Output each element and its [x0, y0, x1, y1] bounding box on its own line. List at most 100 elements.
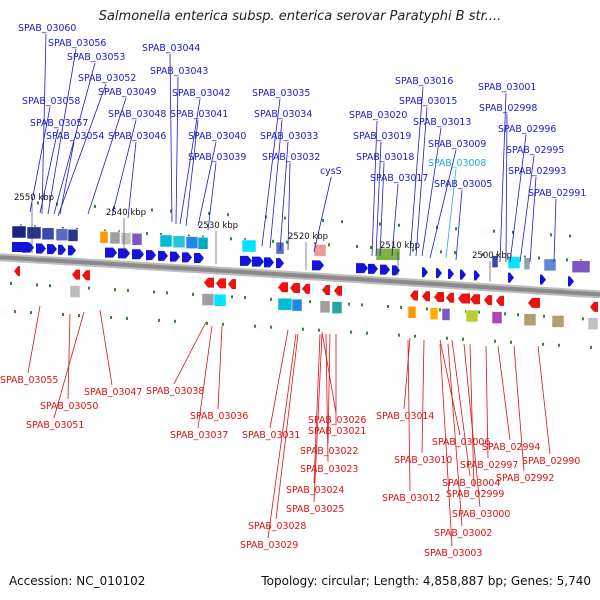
- forward-gene-label: SPAB_03032: [262, 152, 320, 163]
- leader-line: [447, 343, 463, 527]
- leader-line: [327, 333, 331, 445]
- forward-gene-label: SPAB_02998: [479, 103, 537, 114]
- reverse-gene-label: SPAB_02999: [446, 489, 504, 500]
- reverse-gene-arrow: [422, 291, 430, 302]
- leader-line: [179, 98, 201, 225]
- reverse-gene-arrow: [204, 277, 214, 288]
- forward-gene-label: SPAB_03048: [108, 109, 166, 120]
- ring-tick: [412, 248, 414, 252]
- forward-gene-arrow: [392, 265, 400, 276]
- ring-tick: [166, 291, 168, 295]
- forward-gene-arrow: [58, 244, 66, 255]
- ring-tick: [590, 345, 592, 349]
- reverse-gene-label: SPAB_02990: [522, 456, 580, 467]
- ring-tick: [244, 296, 246, 300]
- reverse-cog-box: [277, 297, 293, 311]
- ring-tick: [36, 283, 38, 287]
- forward-cog-box: [99, 231, 109, 244]
- reverse-gene-label: SPAB_03024: [286, 485, 344, 496]
- forward-cog-box: [172, 235, 186, 249]
- forward-gene-label: SPAB_02995: [506, 145, 564, 156]
- reverse-cog-box: [69, 285, 81, 298]
- ring-tick: [227, 213, 229, 217]
- forward-cog-box: [55, 228, 69, 241]
- leader-line: [99, 309, 113, 386]
- kbp-label: 2550 kbp: [14, 193, 54, 203]
- reverse-gene-arrow: [410, 290, 418, 301]
- ring-tick: [350, 330, 352, 334]
- topology-summary: Topology: circular; Length: 4,858,887 bp…: [261, 574, 591, 588]
- leader-line: [127, 141, 137, 219]
- leader-line: [513, 345, 525, 472]
- leader-line: [445, 168, 457, 259]
- leader-line: [391, 183, 399, 257]
- leader-line: [325, 333, 329, 463]
- reverse-gene-label: SPAB_03050: [40, 401, 98, 412]
- leader-line: [519, 155, 535, 263]
- forward-gene-label: SPAB_03044: [142, 43, 200, 54]
- leader-line: [87, 97, 127, 215]
- leader-line: [197, 325, 213, 429]
- reverse-gene-arrow: [72, 269, 80, 280]
- forward-gene-label: cysS: [320, 166, 342, 177]
- forward-gene-arrow: [276, 258, 284, 269]
- ring-tick: [314, 242, 316, 246]
- ring-tick: [440, 250, 442, 254]
- reverse-gene-label: SPAB_03036: [190, 411, 248, 422]
- forward-gene-label: SPAB_03013: [413, 117, 471, 128]
- reverse-gene-label: SPAB_03003: [424, 548, 482, 559]
- forward-cog-box: [159, 234, 173, 248]
- forward-gene-label: SPAB_02993: [508, 166, 566, 177]
- ring-tick: [231, 295, 233, 299]
- forward-gene-arrow: [422, 267, 428, 278]
- reverse-gene-label: SPAB_03051: [26, 420, 84, 431]
- ring-tick: [10, 281, 12, 285]
- reverse-gene-arrow: [290, 282, 300, 293]
- ring-tick: [286, 240, 288, 244]
- reverse-cog-box: [291, 298, 303, 312]
- reverse-gene-label: SPAB_03010: [394, 455, 452, 466]
- ring-tick: [158, 318, 160, 322]
- forward-cog-box: [507, 256, 521, 269]
- reverse-cog-box: [331, 301, 343, 314]
- ring-tick: [127, 288, 129, 292]
- ring-tick: [284, 216, 286, 220]
- reverse-gene-arrow: [322, 284, 330, 295]
- forward-gene-label: SPAB_03009: [428, 139, 486, 150]
- reverse-cog-box: [491, 311, 503, 324]
- forward-gene-label: SPAB_03008: [428, 158, 486, 169]
- ring-tick: [14, 310, 16, 314]
- leader-line: [429, 149, 457, 259]
- reverse-gene-label: SPAB_03023: [300, 464, 358, 475]
- forward-gene-label: SPAB_03018: [356, 152, 414, 163]
- leader-line: [27, 305, 41, 374]
- ring-tick: [62, 313, 64, 317]
- leader-line: [169, 53, 173, 223]
- reverse-gene-label: SPAB_03038: [146, 386, 204, 397]
- leader-line: [529, 176, 537, 263]
- kbp-label: 2540 kbp: [106, 208, 146, 218]
- ring-tick: [222, 322, 224, 326]
- leader-line: [537, 345, 551, 455]
- leader-line: [463, 343, 481, 508]
- reverse-gene-label: SPAB_02992: [496, 473, 554, 484]
- gene-features: [10, 201, 599, 349]
- ring-tick: [153, 290, 155, 294]
- ring-tick: [114, 288, 116, 292]
- genome-title: Salmonella enterica subsp. enterica sero…: [98, 9, 502, 24]
- ring-tick: [379, 222, 381, 226]
- leader-line: [313, 333, 321, 484]
- forward-gene-label: SPAB_03001: [478, 82, 536, 93]
- forward-cog-box: [67, 229, 79, 242]
- forward-cog-box: [241, 239, 257, 253]
- reverse-gene-arrow: [528, 297, 540, 308]
- forward-gene-arrow: [508, 272, 514, 283]
- forward-gene-label: SPAB_03034: [254, 109, 312, 120]
- forward-gene-label: SPAB_03058: [22, 96, 80, 107]
- forward-gene-arrow: [146, 250, 156, 261]
- ring-tick: [482, 252, 484, 256]
- leader-line: [409, 86, 424, 257]
- ring-tick: [254, 324, 256, 328]
